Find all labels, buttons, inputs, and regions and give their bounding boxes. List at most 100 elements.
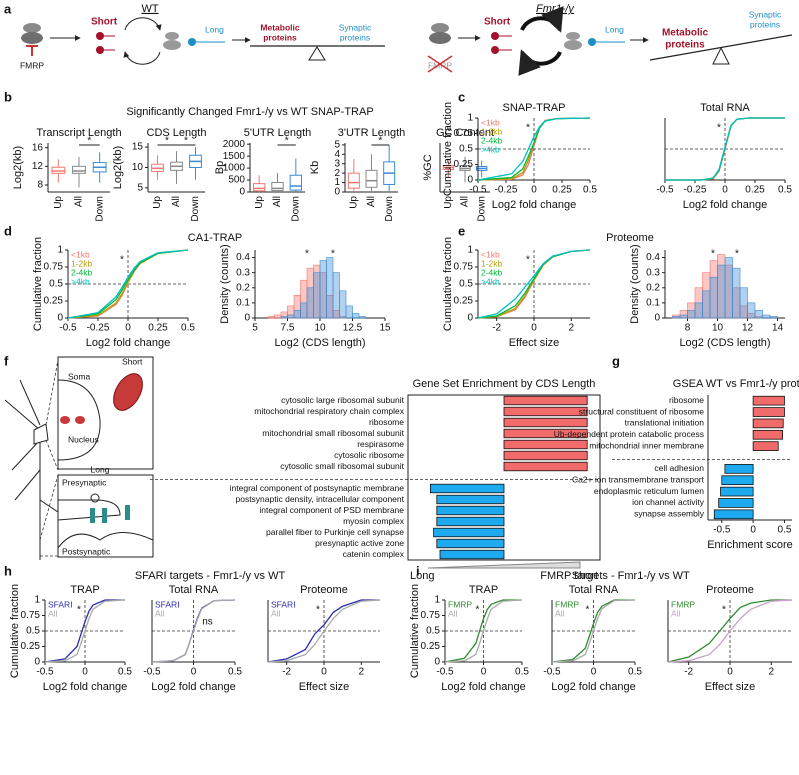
postsynaptic-label: Postsynaptic (62, 546, 111, 556)
legend-label: FMRP (555, 599, 579, 609)
metabolic-label: Metabolic (260, 22, 299, 32)
y-tick-label: 15 (132, 142, 144, 153)
bar (436, 538, 505, 549)
histogram-bar (280, 316, 288, 319)
chart-title: Transcript Length (36, 127, 121, 139)
y-tick-label: 5 (334, 140, 340, 151)
legend-label: FMRP (671, 599, 695, 609)
annotation: * (717, 123, 721, 134)
x-tick-label: 0 (722, 185, 728, 196)
cdf-line (551, 599, 635, 663)
x-tick-label: -0.5 (656, 185, 674, 196)
synaptic-ko-label: proteins (750, 19, 780, 29)
x-tick-label: Up (53, 196, 64, 209)
histogram-bar (769, 316, 778, 319)
y-tick-label: 0.5 (459, 144, 473, 155)
legend-label: 2-4kb (481, 267, 503, 277)
y-axis-label: Cumulative fraction (409, 584, 421, 678)
legend-label: <1kb (71, 249, 90, 259)
histogram-bar (717, 264, 726, 319)
x-tick-label: 10 (712, 323, 724, 334)
histogram-bar (358, 316, 366, 319)
y-tick-label: 0.75 (21, 610, 41, 621)
y-tick-label: 1 (434, 595, 440, 606)
x-tick-label: -0.5 (436, 667, 454, 678)
histogram-bar (267, 316, 275, 319)
x-tick-label: Up (348, 196, 359, 209)
box-body (252, 183, 266, 192)
legend-label: 2-4kb (481, 135, 503, 145)
category-label: ribosome (669, 395, 704, 405)
category-label: cytosolic small ribosomal subunit (280, 461, 404, 471)
y-axis-label: Log2(kb) (12, 146, 24, 189)
category-label: cytosolic ribosome (334, 450, 404, 460)
x-tick-label: -2 (492, 323, 501, 334)
long-label: Long (91, 464, 110, 474)
x-tick-label: -0.5 (469, 185, 487, 196)
group-title: Significantly Changed Fmr1-/y vs WT SNAP… (126, 106, 373, 118)
chart-title: Total RNA (569, 584, 619, 596)
x-tick-label: Down (94, 196, 105, 222)
x-tick-label: 0.5 (118, 667, 132, 678)
legend-label: >4kb (71, 276, 90, 286)
y-tick-label: 12 (32, 161, 44, 172)
x-tick-label: 2 (769, 667, 775, 678)
y-tick-label: 0 (434, 657, 440, 668)
bar (720, 486, 754, 497)
presynaptic-label: Presynaptic (62, 477, 107, 487)
chart-title: Proteome (300, 584, 348, 596)
x-tick-label: 0 (591, 667, 597, 678)
x-tick-label: 0.5 (778, 525, 792, 536)
histogram-bar (747, 302, 756, 319)
annotation: * (120, 255, 124, 266)
x-axis-label: Log2 fold change (492, 199, 576, 211)
y-tick-label: 1 (467, 245, 473, 256)
bar (429, 483, 505, 494)
x-tick-label: 0 (481, 667, 487, 678)
histogram-bar (274, 314, 282, 319)
synaptic-label: proteins (340, 32, 370, 42)
annotation: * (77, 605, 81, 616)
category-label: postsynaptic density, intracellular comp… (235, 494, 404, 504)
bar (718, 498, 754, 508)
x-tick-label: 8 (685, 323, 691, 334)
histogram-bar (687, 310, 696, 319)
box-body (289, 174, 303, 191)
fmrp-label: FMRP (20, 60, 44, 70)
cdf-line (444, 599, 522, 663)
y-tick-label: 0.25 (21, 641, 41, 652)
x-tick-label: 0.25 (148, 323, 168, 334)
x-tick-label: 0.5 (628, 667, 642, 678)
y-tick-label: 1 (467, 113, 473, 124)
y-tick-label: 0.3 (236, 267, 250, 278)
category-label: integral component of PSD membrane (259, 505, 404, 515)
y-tick-label: 0.4 (646, 252, 660, 263)
x-tick-label: 0.5 (778, 185, 792, 196)
x-tick-label: All (366, 196, 377, 207)
x-axis-label: Log2 fold change (86, 337, 170, 349)
x-tick-label: -0.5 (713, 525, 731, 536)
x-tick-label: -0.5 (143, 667, 161, 678)
x-tick-label: 0 (727, 667, 733, 678)
bar (503, 439, 588, 450)
bar (721, 475, 754, 486)
chart-title: GSEA WT vs Fmr1-/y proteome (673, 378, 799, 390)
x-tick-label: -0.5 (543, 667, 561, 678)
x-tick-label: Up (254, 196, 265, 209)
x-axis-label: Effect size (299, 681, 350, 693)
y-tick-label: 0 (57, 313, 63, 324)
y-tick-label: 500 (228, 175, 245, 186)
box-body (347, 172, 360, 189)
x-tick-label: 0 (191, 667, 197, 678)
y-tick-label: 0.75 (454, 262, 474, 273)
panel-letter: f (4, 353, 9, 368)
cdf-line (267, 599, 381, 663)
legend-label: All (448, 608, 458, 618)
category-label: Ub-dependent protein catabolic process (554, 429, 704, 439)
histogram-bar (679, 314, 688, 319)
histogram-bar (702, 290, 711, 319)
legend-label: <1kb (481, 249, 500, 259)
y-tick-label: 5 (137, 183, 143, 194)
short-ko-label: Short (484, 17, 511, 28)
category-label: mitochondrial respiratory chain complex (254, 406, 405, 416)
